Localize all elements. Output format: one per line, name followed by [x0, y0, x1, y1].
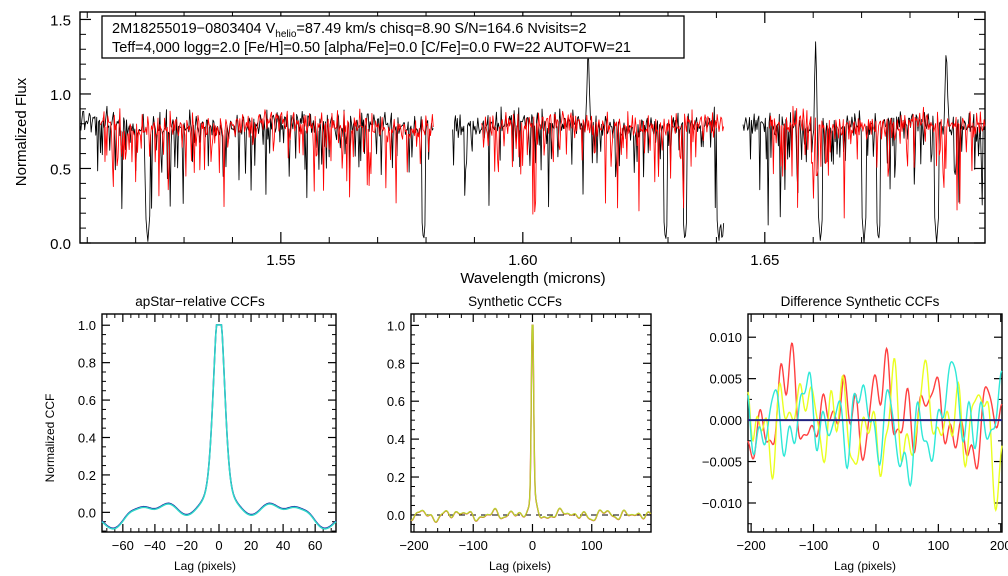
- ccf-panel-2-title: Synthetic CCFs: [468, 294, 562, 309]
- info-line-1: 2M18255019−0803404 Vhelio=87.49 km/s chi…: [112, 21, 587, 40]
- ccf1-y-tick-0: 0.0: [78, 505, 96, 520]
- info-line-2: Teff=4,000 logg=2.0 [Fe/H]=0.50 [alpha/F…: [112, 40, 631, 56]
- ccf-panel-1-x-label: Lag (pixels): [174, 559, 236, 573]
- ccf1-y-tick-2: 0.4: [78, 431, 96, 446]
- ccf2-y-tick-1: 0.2: [387, 470, 405, 485]
- ccf-panel-2-axes: [410, 313, 652, 533]
- ccf-panel-1-title: apStar−relative CCFs: [135, 294, 265, 309]
- ccf-panel-2-x-label: Lag (pixels): [489, 559, 551, 573]
- ccf1-curve-visit1: [101, 324, 337, 529]
- ccf3-x-tick-2: 0: [872, 538, 879, 553]
- spectrum-y-tick-2: 1.0: [50, 87, 71, 104]
- ccf3-y-tick-4: −0.010: [702, 496, 742, 511]
- spectrum-y-axis-label: Normalized Flux: [13, 77, 30, 186]
- ccf2-y-tick-2: 0.4: [387, 432, 405, 447]
- ccf2-y-tick-3: 0.6: [387, 394, 405, 409]
- ccf1-curve-visit2: [101, 324, 337, 530]
- ccf2-x-tick-2: 0: [529, 538, 536, 553]
- ccf1-x-tick-0: −60: [112, 538, 134, 553]
- spectrum-synthetic-chip-1: [99, 108, 434, 208]
- ccf3-curve-diff-yellow: [747, 357, 1003, 513]
- spectrum-x-tick-2: 1.65: [750, 252, 779, 269]
- spectrum-synthetic-chip-2: [481, 109, 725, 215]
- ccf1-y-tick-1: 0.2: [78, 468, 96, 483]
- ccf3-curve-diff-cyan: [747, 361, 1003, 488]
- ccf2-x-tick-3: 100: [581, 538, 603, 553]
- ccf2-y-tick-0: 0.0: [387, 508, 405, 523]
- spectrum-x-tick-1: 1.60: [508, 252, 537, 269]
- ccf1-x-tick-4: 20: [244, 538, 258, 553]
- spectrum-observed-chip-1: [79, 105, 434, 242]
- spectrum-y-tick-0: 0.0: [50, 236, 71, 253]
- ccf-panel-1-curves: [101, 324, 337, 530]
- ccf-panel-1-axes: [101, 313, 337, 533]
- ccf3-y-tick-2: 0.000: [709, 413, 742, 428]
- ccf3-x-tick-1: −100: [799, 538, 828, 553]
- ccf-panel-2-tick-labels: 0.0 0.2 0.4 0.6 0.8 1.0 −200 −100 0 100: [387, 318, 603, 553]
- ccf-panel-apstar-relative: apStar−relative CCFs 0.0 0.2 0.4 0.6 0.8 1.0 −…: [40, 288, 340, 576]
- spectrum-axis-labels: 0.0 0.5 1.0 1.5 1.55 1.60 1.65: [50, 12, 779, 269]
- spectrum-x-tick-0: 1.55: [266, 252, 295, 269]
- ccf-panel-difference-synthetic: Difference Synthetic CCFs 0.010 0.005 0.00…: [680, 288, 1008, 576]
- spectrum-x-axis-label: Wavelength (microns): [460, 270, 605, 287]
- ccf2-x-tick-0: −200: [399, 538, 428, 553]
- ccf-panel-3-tick-labels: 0.010 0.005 0.000 −0.005 −0.010 −200 −100 0 100 2…: [702, 330, 1008, 553]
- ccf1-x-tick-1: −40: [144, 538, 166, 553]
- ccf-panel-1-tick-labels: 0.0 0.2 0.4 0.6 0.8 1.0 −60 −40 −20 0 20 40 60: [78, 318, 322, 553]
- ccf3-x-tick-3: 100: [927, 538, 949, 553]
- ccf1-x-tick-5: 40: [276, 538, 290, 553]
- ccf2-curve-synth2: [410, 324, 652, 523]
- ccf1-y-tick-5: 1.0: [78, 318, 96, 333]
- ccf3-x-tick-0: −200: [736, 538, 765, 553]
- spectrum-axes: [79, 11, 986, 244]
- parameter-info-box: 2M18255019−0803404 Vhelio=87.49 km/s chi…: [101, 15, 685, 59]
- ccf3-y-tick-0: 0.010: [709, 330, 742, 345]
- spectrum-y-tick-1: 0.5: [50, 161, 71, 178]
- ccf1-x-tick-2: −20: [176, 538, 198, 553]
- ccf-panel-3-title: Difference Synthetic CCFs: [781, 294, 940, 309]
- ccf3-curve-diff-red: [747, 342, 1003, 470]
- ccf3-y-tick-3: −0.005: [702, 455, 742, 470]
- ccf1-x-tick-6: 60: [308, 538, 322, 553]
- ccf-panel-synthetic: Synthetic CCFs 0.0 0.2 0.4 0.6 0.8 1.0 −200 −10…: [355, 288, 655, 576]
- ccf2-y-tick-4: 0.8: [387, 356, 405, 371]
- ccf-panel-3-curves: [747, 342, 1003, 513]
- ccf2-y-tick-5: 1.0: [387, 318, 405, 333]
- spectrum-y-tick-3: 1.5: [50, 12, 71, 29]
- ccf3-y-tick-1: 0.005: [709, 372, 742, 387]
- ccf-panel-2-curves: [410, 324, 652, 523]
- spectrum-synthetic-chip-3: [769, 105, 986, 219]
- ccf-panel-1-y-label: Normalized CCF: [43, 394, 57, 483]
- spectrum-panel: 0.0 0.5 1.0 1.5 1.55 1.60 1.65 2M18255019−0803…: [13, 11, 986, 287]
- spectrum-curves: [79, 41, 986, 244]
- spectrum-observed-chip-2: [452, 58, 725, 241]
- ccf1-y-tick-4: 0.8: [78, 356, 96, 371]
- ccf3-x-tick-4: 200: [990, 538, 1008, 553]
- spectrum-observed-chip-3: [742, 41, 986, 244]
- ccf1-y-tick-3: 0.6: [78, 393, 96, 408]
- ccf1-x-tick-3: 0: [215, 538, 222, 553]
- ccf-panel-3-x-label: Lag (pixels): [834, 559, 896, 573]
- ccf2-x-tick-1: −100: [459, 538, 488, 553]
- ccf-panel-3-axes: [747, 313, 1003, 533]
